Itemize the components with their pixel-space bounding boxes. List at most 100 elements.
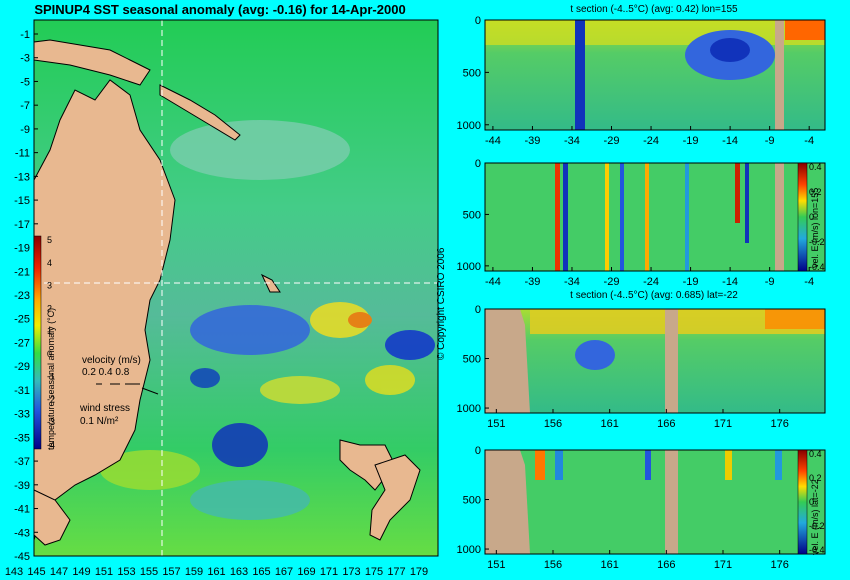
section-colorbar-tick-label: 0.4 [809,162,822,172]
map-y-tick-label: -15 [14,195,30,207]
section-x-tick-label: -34 [564,135,580,147]
map-y-tick-label: -7 [20,100,30,112]
section-x-tick-label: -24 [643,135,659,147]
sst-colorbar [33,235,42,450]
section-colorbar-tick-label: 0.2 [809,473,822,483]
sst-colorbar-tick-label: 3 [47,281,52,291]
velocity-legend-label: velocity (m/s) [82,355,141,366]
section-y-tick-label: 1000 [457,544,481,556]
map-y-tick-label: -33 [14,409,30,421]
section-colorbar-tick-label: -0.2 [809,521,825,531]
map-land [33,39,421,546]
section-colorbar-tick-label: -0.4 [809,262,825,272]
section4-colorbar [797,449,808,555]
section-x-tick-label: 176 [770,559,788,571]
section-y-tick-label: 500 [463,209,481,221]
map-x-tick-label: 173 [342,566,360,578]
map-y-tick-label: -41 [14,504,30,516]
map-y-tick-label: -45 [14,551,30,563]
section-y-tick-label: 1000 [457,120,481,132]
section4-colorbar-label: vel. E (m/s) lat=-22 [810,479,820,555]
sst-colorbar-tick-label: -1 [47,372,55,382]
map-x-tick-label: 175 [365,566,383,578]
map-x-tick-label: 157 [162,566,180,578]
section-x-tick-label: 151 [487,418,505,430]
section3-plot [484,308,826,414]
sst-colorbar-tick-label: 1 [47,326,52,336]
map-x-tick-label: 147 [50,566,68,578]
map-y-tick-label: -31 [14,385,30,397]
section-x-tick-label: -39 [524,276,540,288]
section-x-tick-label: 156 [544,418,562,430]
map-y-tick-label: -27 [14,337,30,349]
map-x-axis: 143 145 147 149 151 153 155 157 159 161 163 165 167 1… [5,566,428,578]
sst-colorbar-tick-label: 4 [47,258,52,268]
section-x-tick-label: 171 [714,559,732,571]
section1-axes: 0 500 1000 -44 -39 -34 -29 -24 -19 -14 -9 -4 [457,15,815,147]
section-x-tick-label: -44 [485,135,501,147]
sst-colorbar-label: temperature seasonal anomaly (°C) [46,307,56,450]
section-y-tick-label: 0 [475,15,481,27]
map-y-tick-label: -13 [14,171,30,183]
section-x-tick-label: -14 [722,276,738,288]
map-y-tick-label: -19 [14,243,30,255]
section-x-tick-label: -44 [485,276,501,288]
section3-title: t section (-4..5°C) (avg: 0.685) lat=-22 [570,290,738,301]
section-colorbar-tick-label: -0.4 [809,545,825,555]
section2-plot [484,162,826,272]
section2-colorbar [797,162,808,272]
map-y-tick-label: -17 [14,219,30,231]
section-x-tick-label: 171 [714,418,732,430]
sst-colorbar-tick-label: -4 [47,440,55,450]
section-colorbar-tick-label: 0.2 [809,187,822,197]
section-y-tick-label: 1000 [457,261,481,273]
map-x-tick-label: 171 [320,566,338,578]
section-x-tick-label: 166 [657,559,675,571]
map-y-tick-label: -39 [14,480,30,492]
section-x-tick-label: 156 [544,559,562,571]
map-y-tick-label: -1 [20,29,30,41]
main-title: SPINUP4 SST seasonal anomaly (avg: -0.16… [34,2,406,17]
map-y-axis: -1 -3 -5 -7 -9 -11 -13 -15 -17 -19 -21 -23 -25 -27 -29… [14,29,38,563]
section-y-tick-label: 500 [463,495,481,507]
map-x-tick-label: 151 [95,566,113,578]
map-y-tick-label: -9 [20,124,30,136]
map-x-tick-label: 149 [72,566,90,578]
section2-colorbar-label: vel. E (m/s) lon=155 [810,187,820,268]
map-x-tick-label: 145 [27,566,45,578]
section-x-tick-label: 166 [657,418,675,430]
wind-stress-value: 0.1 N/m² [80,416,119,427]
map-x-tick-label: 143 [5,566,23,578]
map-x-tick-label: 153 [117,566,135,578]
section-x-tick-label: -29 [604,276,620,288]
map-x-tick-label: 167 [275,566,293,578]
velocity-legend-arrows [96,383,159,395]
section-y-tick-label: 1000 [457,403,481,415]
map-y-tick-label: -11 [15,148,30,160]
section-y-tick-label: 0 [475,304,481,316]
map-x-tick-label: 165 [252,566,270,578]
section-y-tick-label: 500 [463,67,481,79]
section-colorbar-tick-label: -0.2 [809,237,825,247]
sst-colorbar-ticks: 5 4 3 2 1 0 -1 -2 -3 -4 [47,235,55,450]
map-y-tick-label: -21 [14,266,30,278]
section4-axes: 0 500 1000 151 156 161 166 171 176 0.4 0.2 0 -0.2 -0.… [457,445,825,571]
section1-plot [484,19,826,131]
sst-colorbar-tick-label: 0 [47,349,52,359]
map-y-tick-label: -5 [20,76,30,88]
section3-axes: 0 500 1000 151 156 161 166 171 176 [457,304,789,430]
map-x-tick-label: 179 [410,566,428,578]
map-x-tick-label: 163 [230,566,248,578]
section-panels[interactable]: 0 500 1000 -44 -39 -34 -29 -24 -19 -14 -9 -4 0 500 10… [445,0,850,580]
velocity-legend-values: 0.2 0.4 0.8 [82,367,130,378]
section-y-tick-label: 0 [475,445,481,457]
map-y-tick-label: -23 [14,290,30,302]
map-x-tick-label: 159 [185,566,203,578]
section-x-tick-label: 151 [487,559,505,571]
sst-map[interactable]: -1-3-5-7-9-11-13-15-17-19-21-23-25-27-29… [0,0,445,580]
map-y-tick-label: -29 [14,361,30,373]
map-x-tick-label: 155 [140,566,158,578]
section4-plot [484,449,826,555]
section-x-tick-label: 176 [770,418,788,430]
sst-colorbar-tick-label: 5 [47,235,52,245]
